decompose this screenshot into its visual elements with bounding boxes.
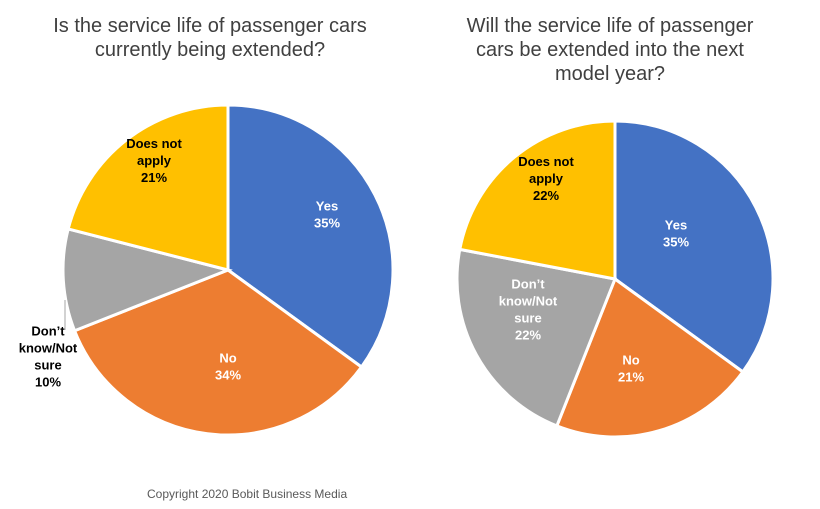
slice-data-label: Don’t know/Not sure 10%: [19, 324, 78, 390]
chart-title-line: Is the service life of passenger cars: [53, 15, 366, 37]
pie-slice: [66, 103, 230, 272]
pie-slice: [72, 268, 364, 437]
pie-slice: [458, 119, 617, 281]
slice-data-label: Yes 35%: [314, 199, 340, 231]
chart-title-line: cars be extended into the next: [476, 39, 744, 61]
chart-title-line: model year?: [555, 63, 665, 85]
slice-data-label: Does not apply 22%: [518, 154, 574, 203]
pie-slice: [554, 276, 745, 439]
chart-title-line: Will the service life of passenger: [467, 15, 754, 37]
pie-slice: [226, 103, 395, 370]
slice-data-label: Does not apply 21%: [126, 136, 182, 185]
pie-chart-current-extension: Is the service life of passenger carscur…: [19, 15, 395, 437]
pie-slice: [61, 227, 233, 333]
pie-slice: [455, 247, 618, 428]
slice-data-label: No 21%: [618, 353, 644, 385]
slice-data-label: Yes 35%: [663, 218, 689, 250]
pie-slice: [613, 119, 775, 374]
slice-data-label: No 34%: [215, 351, 241, 383]
copyright-text: Copyright 2020 Bobit Business Media: [147, 487, 347, 501]
chart-title-line: currently being extended?: [95, 39, 325, 61]
slice-data-label: Don’t know/Not sure 22%: [499, 277, 558, 343]
